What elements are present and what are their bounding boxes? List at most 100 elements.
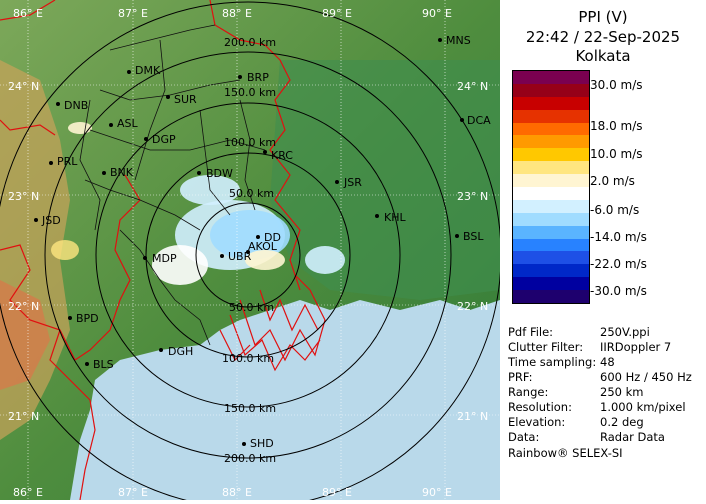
lat-labels: 24° N 23° N 22° N 21° N 24° N 23° N 22° … bbox=[8, 80, 488, 423]
lat-label: 21° N bbox=[8, 410, 39, 423]
color-scale bbox=[512, 70, 590, 304]
ring-label: 100.0 km bbox=[222, 352, 274, 365]
city-label: DCA bbox=[467, 114, 491, 127]
city-label: DGP bbox=[152, 133, 176, 146]
lat-label: 23° N bbox=[457, 190, 488, 203]
lat-label: 24° N bbox=[457, 80, 488, 93]
footer-brand: Rainbow® SELEX-SI bbox=[508, 446, 623, 460]
legend-color-cell bbox=[513, 290, 589, 304]
city-label: BRP bbox=[247, 71, 269, 84]
lon-label: 88° E bbox=[222, 486, 252, 499]
lon-label: 90° E bbox=[422, 486, 452, 499]
city-label: MDP bbox=[152, 252, 177, 265]
info-label: Pdf File: bbox=[508, 325, 554, 339]
lat-label: 21° N bbox=[457, 410, 488, 423]
legend-label: 10.0 m/s bbox=[590, 147, 643, 161]
ring-label: 50.0 km bbox=[229, 187, 274, 200]
legend-color-cell bbox=[513, 277, 589, 291]
info-value: 1.000 km/pixel bbox=[600, 400, 686, 414]
legend-label: 18.0 m/s bbox=[590, 119, 643, 133]
lat-label: 22° N bbox=[457, 300, 488, 313]
legend-color-cell bbox=[513, 187, 589, 201]
city-label: ASL bbox=[117, 117, 139, 130]
legend-color-cell bbox=[513, 174, 589, 188]
legend-color-cell bbox=[513, 264, 589, 278]
city-markers: MNS DMK BRP DNB SUR DCA ASL DGP KRC PRL … bbox=[34, 34, 491, 450]
city-label: AKOL bbox=[248, 240, 278, 253]
info-prf: PRF: 600 Hz / 450 Hz bbox=[508, 370, 692, 384]
info-range: Range: 250 km bbox=[508, 385, 643, 399]
info-elevation: Elevation: 0.2 deg bbox=[508, 415, 644, 429]
lon-label: 89° E bbox=[322, 486, 352, 499]
lat-label: 24° N bbox=[8, 80, 39, 93]
ring-label: 150.0 km bbox=[224, 402, 276, 415]
info-label: Clutter Filter: bbox=[508, 340, 584, 354]
city-label: PRL bbox=[57, 155, 78, 168]
grid bbox=[0, 0, 500, 500]
radar-echoes bbox=[51, 122, 345, 285]
city-label: BPD bbox=[76, 312, 99, 325]
city-label: BNK bbox=[110, 166, 134, 179]
legend-color-cell bbox=[513, 199, 589, 214]
lon-label: 87° E bbox=[118, 7, 148, 20]
legend-panel: PPI (V) 22:42 / 22-Sep-2025 Kolkata 30.0… bbox=[500, 0, 706, 500]
product-title: PPI (V) bbox=[578, 8, 628, 26]
city-label: SUR bbox=[174, 93, 197, 106]
legend-label: -30.0 m/s bbox=[590, 284, 647, 298]
station-title: Kolkata bbox=[575, 47, 631, 65]
city-label: JSD bbox=[41, 214, 61, 227]
lon-label: 87° E bbox=[118, 486, 148, 499]
info-value: Radar Data bbox=[600, 430, 665, 444]
info-time: Time sampling: 48 bbox=[508, 355, 615, 369]
city-label: BLS bbox=[93, 358, 114, 371]
city-label: DNB bbox=[64, 99, 88, 112]
ring-label: 200.0 km bbox=[224, 452, 276, 465]
legend-color-cell bbox=[513, 135, 589, 149]
info-value: 48 bbox=[600, 355, 615, 369]
legend-color-cell bbox=[513, 148, 589, 162]
city-label: DGH bbox=[168, 345, 193, 358]
info-value: 600 Hz / 450 Hz bbox=[600, 370, 692, 384]
legend-color-cell bbox=[513, 212, 589, 227]
info-value: IIRDoppler 7 bbox=[600, 340, 672, 354]
lon-labels: 86° E 87° E 88° E 89° E 90° E 86° E 87° … bbox=[13, 7, 452, 499]
legend-color-cell bbox=[513, 71, 589, 85]
legend-color-cell bbox=[513, 96, 589, 111]
legend-label: -14.0 m/s bbox=[590, 230, 647, 244]
city-label: BSL bbox=[463, 230, 484, 243]
legend-label: 2.0 m/s bbox=[590, 174, 635, 188]
radar-map-canvas: 50.0 km 100.0 km 150.0 km 200.0 km 50.0 … bbox=[0, 0, 502, 504]
legend-label: -22.0 m/s bbox=[590, 257, 647, 271]
info-value: 250V.ppi bbox=[600, 325, 650, 339]
legend-label: 30.0 m/s bbox=[590, 78, 643, 92]
info-label: Time sampling: bbox=[508, 355, 597, 369]
city-label: KRC bbox=[271, 149, 293, 162]
info-clutter: Clutter Filter: IIRDoppler 7 bbox=[508, 340, 671, 354]
legend-color-cell bbox=[513, 83, 589, 98]
info-pdf-file: Pdf File: 250V.ppi bbox=[508, 325, 650, 339]
lon-label: 88° E bbox=[222, 7, 252, 20]
ring-label: 200.0 km bbox=[224, 36, 276, 49]
info-label: Range: bbox=[508, 385, 549, 399]
city-label: MNS bbox=[446, 34, 471, 47]
lon-label: 90° E bbox=[422, 7, 452, 20]
legend-color-cell bbox=[513, 251, 589, 265]
legend-label: -6.0 m/s bbox=[590, 203, 640, 217]
info-label: Resolution: bbox=[508, 400, 572, 414]
city-label: UBR bbox=[228, 250, 252, 263]
info-data: Data: Radar Data bbox=[508, 430, 665, 444]
district-borders bbox=[79, 24, 266, 346]
state-borders bbox=[0, 0, 301, 501]
legend-color-cell bbox=[513, 238, 589, 252]
ring-label: 150.0 km bbox=[224, 86, 276, 99]
lon-label: 86° E bbox=[13, 7, 43, 20]
legend-color-cell bbox=[513, 109, 589, 124]
ring-labels: 50.0 km 100.0 km 150.0 km 200.0 km 50.0 … bbox=[222, 36, 276, 465]
city-label: BDW bbox=[206, 167, 233, 180]
radar-map: 50.0 km 100.0 km 150.0 km 200.0 km 50.0 … bbox=[0, 0, 502, 504]
lat-label: 23° N bbox=[8, 190, 39, 203]
city-label: DD bbox=[264, 231, 281, 244]
datetime-title: 22:42 / 22-Sep-2025 bbox=[525, 28, 681, 46]
info-label: Data: bbox=[508, 430, 540, 444]
lat-label: 22° N bbox=[8, 300, 39, 313]
